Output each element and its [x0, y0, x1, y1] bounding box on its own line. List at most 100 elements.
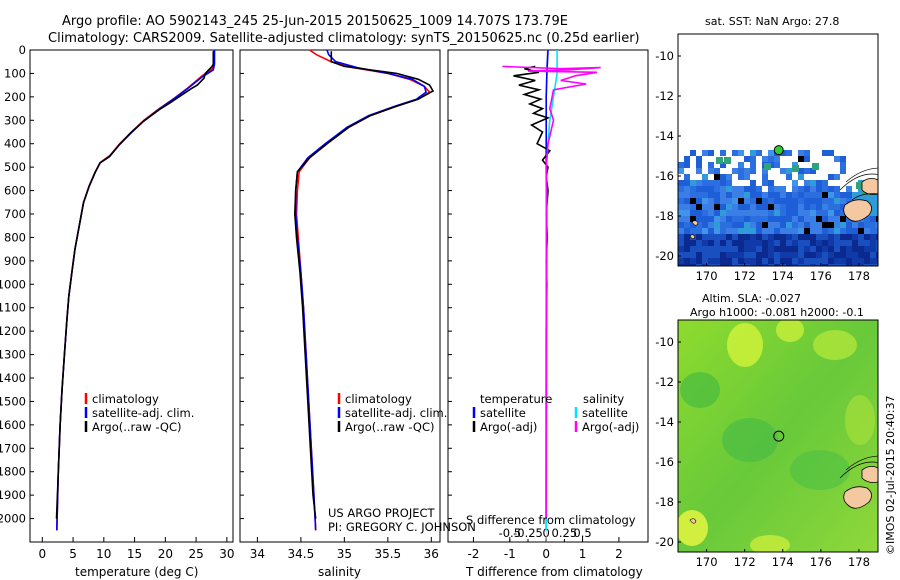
- sst-cell: [732, 240, 738, 246]
- sst-cell: [876, 192, 878, 198]
- sst-cell: [858, 228, 864, 234]
- sst-cell: [696, 240, 702, 246]
- sst-cell: [768, 234, 774, 240]
- sst-cell: [702, 174, 708, 180]
- sst-cell: [708, 204, 714, 210]
- island-shape: [689, 518, 697, 524]
- island-shape: [691, 220, 699, 226]
- y-tick-label: 1500: [0, 394, 26, 408]
- map-x-tick-label: 178: [848, 269, 870, 283]
- sst-cell: [732, 168, 738, 174]
- sst-cell: [702, 246, 708, 252]
- sst-cell: [870, 240, 876, 246]
- sst-cell: [840, 210, 846, 216]
- sst-cell: [768, 258, 774, 264]
- sst-cell: [756, 252, 762, 258]
- y-tick-label: 2000: [0, 512, 26, 526]
- sst-cell: [738, 186, 744, 192]
- x-tick-label: 0: [38, 547, 46, 561]
- sst-cell: [780, 210, 786, 216]
- sst-cell: [696, 252, 702, 258]
- sst-cell: [690, 222, 696, 228]
- x-tick-label: 1: [579, 547, 587, 561]
- x-tick-label: 10: [96, 547, 111, 561]
- sst-cell: [810, 180, 816, 186]
- sst-cell: [738, 192, 744, 198]
- x-tick-label: 2: [615, 547, 623, 561]
- map-y-tick-label: -14: [655, 415, 674, 429]
- sst-cell: [708, 168, 714, 174]
- sst-cell: [720, 258, 726, 264]
- sst-cell: [816, 192, 822, 198]
- sst-cell: [852, 222, 858, 228]
- sst-cell: [720, 252, 726, 258]
- sst-cell: [804, 156, 810, 162]
- legend-head-salinity: salinity: [583, 392, 624, 406]
- sst-cell: [834, 252, 840, 258]
- x-tick-label: 20: [158, 547, 173, 561]
- sst-cell: [684, 234, 690, 240]
- sst-cell: [726, 174, 732, 180]
- sst-cell: [786, 246, 792, 252]
- sst-cell: [696, 264, 702, 266]
- x-tick-label: 30: [219, 547, 234, 561]
- difference-axes: -2 -1 0 1 2-0.5-0.25 0 0.250.5: [448, 49, 623, 561]
- sst-cell: [816, 240, 822, 246]
- sst-cell: [708, 240, 714, 246]
- sst-cell: [690, 246, 696, 252]
- sst-cell: [834, 264, 840, 266]
- sst-argo-marker: [773, 145, 784, 156]
- sst-cell: [822, 210, 828, 216]
- sst-cell: [762, 222, 768, 228]
- sst-cell: [816, 246, 822, 252]
- sst-cell: [750, 192, 756, 198]
- sst-cell: [732, 264, 738, 266]
- sst-cell: [720, 222, 726, 228]
- difference-panel-frame: [447, 49, 649, 543]
- map-y-tick-label: -10: [655, 49, 674, 63]
- sst-cell: [810, 258, 816, 264]
- sst-cell: [834, 210, 840, 216]
- sst-cell: [726, 192, 732, 198]
- sst-cell: [774, 162, 780, 168]
- y-tick-label: 200: [4, 90, 26, 104]
- sst-cell: [780, 150, 786, 156]
- sst-cell: [846, 240, 852, 246]
- imos-stamp: ©IMOS 02-Jul-2015 20:40:37: [884, 395, 897, 555]
- sst-cell: [810, 222, 816, 228]
- legend-label-climatology: climatology: [92, 392, 159, 406]
- legend-label-climatology: climatology: [345, 392, 412, 406]
- sla-map-background: [678, 320, 878, 552]
- sst-cell: [780, 252, 786, 258]
- y-tick-label: 0: [19, 43, 26, 57]
- sst-cell: [828, 246, 834, 252]
- s-tick-label: -0.5: [499, 526, 521, 540]
- sst-cell: [744, 198, 750, 204]
- s-tick-label: 0.25: [552, 526, 578, 540]
- sst-cell: [780, 240, 786, 246]
- sst-cell: [738, 258, 744, 264]
- sst-cell: [696, 216, 702, 222]
- sst-cell: [696, 198, 702, 204]
- legend-label-t-satellite: satellite: [480, 406, 526, 420]
- sst-cell: [798, 150, 804, 156]
- sst-cell: [870, 210, 876, 216]
- sst-cell: [798, 210, 804, 216]
- sst-cell: [690, 210, 696, 216]
- temperature-xlabel: temperature (deg C): [75, 565, 198, 579]
- sst-cell: [828, 216, 834, 222]
- map-x-tick-label: 176: [810, 555, 832, 569]
- sst-cell: [714, 168, 720, 174]
- sst-cell: [702, 204, 708, 210]
- sst-cell: [762, 228, 768, 234]
- sst-cell: [690, 198, 696, 204]
- sst-cell: [786, 258, 792, 264]
- sst-cell: [702, 240, 708, 246]
- sst-cell: [768, 240, 774, 246]
- sst-cell: [834, 216, 840, 222]
- salinity-axes: 34 34.5 35 35.5 36: [240, 49, 439, 561]
- sst-cell: [774, 186, 780, 192]
- sst-cell: [870, 228, 876, 234]
- sst-cell: [786, 150, 792, 156]
- map-x-tick-label: 170: [696, 555, 718, 569]
